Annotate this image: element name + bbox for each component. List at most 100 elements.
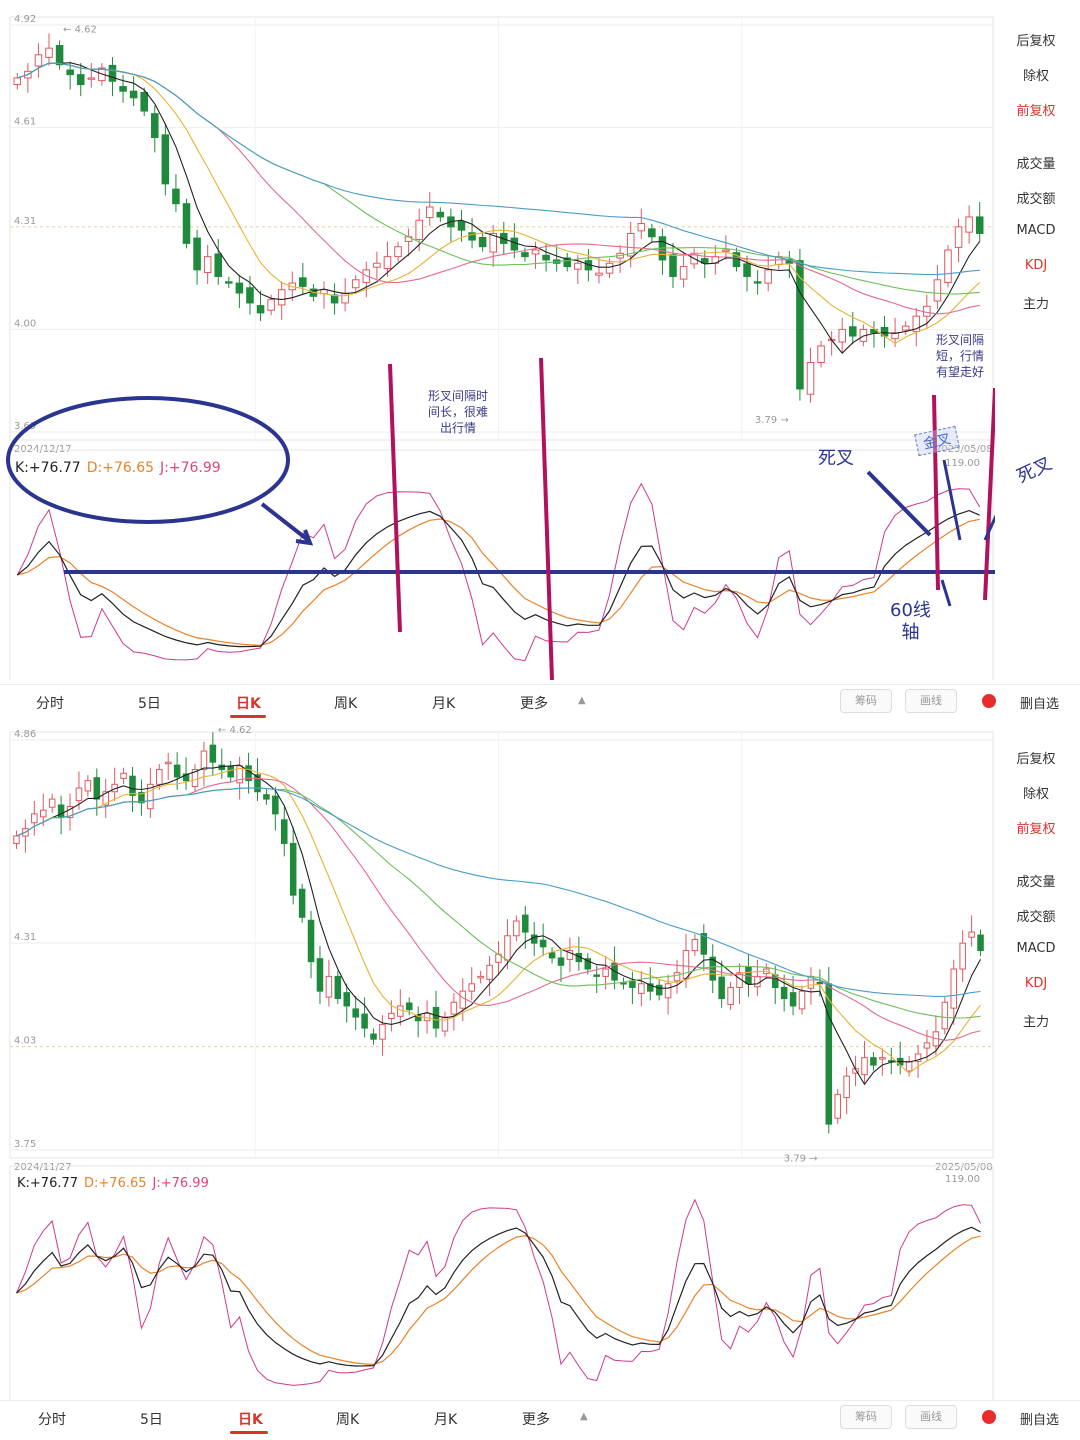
tab-more[interactable]: 更多 [520,696,548,712]
candle-body [513,920,520,937]
bottom-price-chart[interactable]: 4.86 4.31 4.03 3.75 ← 4.62 3.79 → 2024/11/27 20… [0,718,995,1400]
chip-button[interactable]: 筹码 [840,1405,892,1429]
sidebar-item-qfq[interactable]: 前复权 [1016,104,1056,119]
sidebar-item-turnover[interactable]: 成交额 [1016,192,1056,207]
remove-favorite-button[interactable]: 删自选 [1020,1413,1060,1428]
kdj-k-value: K:+76.77 [15,460,81,476]
candle-body [379,1023,386,1040]
candle-body [968,931,975,938]
sidebar-item-volume[interactable]: 成交量 [1016,875,1056,890]
y-tick-label: 3.75 [14,1139,36,1150]
candle-body [923,1042,931,1049]
tab-weekly[interactable]: 周K [336,1412,360,1428]
candle-body [691,938,699,952]
tab-monthly[interactable]: 月K [434,1412,458,1428]
candle-body [436,211,445,218]
top-price-chart[interactable]: 4.924.614.314.003.69← 4.623.79 →2024/12/… [0,0,995,680]
candle-body [566,950,574,960]
candle-body [648,228,656,238]
candle-body [626,232,635,257]
candle-body [557,957,565,966]
candle-body [66,805,74,819]
candle-body [605,262,614,274]
candle-body [39,809,47,818]
candle-body [664,983,672,999]
tab-5day[interactable]: 5日 [140,1412,163,1428]
tab-daily[interactable]: 日K [236,696,261,712]
sidebar-item-kdj[interactable]: KDJ [1024,258,1048,273]
tab-intraday[interactable]: 分时 [38,1412,66,1428]
candle-body [388,1012,395,1020]
candle-body [394,246,402,258]
candle-body [235,282,244,294]
top-kdj-values: K:+76.77 D:+76.65 J:+76.99 [15,460,221,476]
draw-line-button[interactable]: 画线 [905,1405,957,1429]
y-tick-label: 3.69 [14,421,36,432]
bottom-panel: 4.86 4.31 4.03 3.75 ← 4.62 3.79 → 2024/11/27 20… [0,718,1080,1440]
candle-body [510,237,519,251]
sidebar-item-macd[interactable]: MACD [1016,941,1056,956]
candle-body [673,972,681,982]
more-caret-icon[interactable]: ▲ [580,1411,588,1422]
candle-body [806,362,815,395]
candle-body [193,237,201,271]
candle-body [330,294,339,304]
sidebar-item-main-force[interactable]: 主力 [1022,297,1049,312]
candle-body [468,232,476,241]
remove-favorite-button[interactable]: 删自选 [1020,697,1060,712]
tab-more[interactable]: 更多 [522,1412,550,1428]
sidebar-item-hfq[interactable]: 后复权 [1016,752,1056,767]
candle-body [682,950,690,980]
annotation-death-cross-arrow-2 [983,514,995,541]
candle-body [923,305,931,317]
tab-intraday[interactable]: 分时 [36,696,64,712]
tab-weekly[interactable]: 周K [334,696,358,712]
draw-line-button[interactable]: 画线 [905,689,957,713]
candle-body [489,232,497,253]
kdj-max-label: 119.00 [945,458,980,469]
top-panel: 4.92 4.61 4.31 4.00 3.69 ← 4.62 3.79 → 2024/12/… [0,0,1080,718]
candle-body [817,345,825,364]
sidebar-item-volume[interactable]: 成交量 [1016,157,1056,172]
chip-button[interactable]: 筹码 [840,689,892,713]
sidebar-item-qfq[interactable]: 前复权 [1016,822,1056,837]
candle-body [798,990,806,1010]
candle-body [87,77,96,80]
tab-5day[interactable]: 5日 [138,696,161,712]
sidebar-item-kdj[interactable]: KDJ [1024,976,1048,991]
candle-body [150,113,159,139]
candle-body [530,934,538,944]
candle-body [108,64,117,82]
candle-body [341,292,349,304]
candle-body [84,780,92,792]
candle-body [912,315,921,332]
candle-body [954,226,963,248]
y-tick-label: 4.61 [14,117,36,128]
kdj-k-value: K:+76.77 [17,1176,79,1191]
candle-body [13,77,22,86]
annotation-golden-cross-arrow [942,459,962,541]
candle-body [816,981,824,985]
candle-body [432,1006,440,1029]
sidebar-item-main-force[interactable]: 主力 [1022,1015,1049,1030]
more-caret-icon[interactable]: ▲ [578,695,586,706]
candle-body [638,983,645,994]
candle-body [55,45,64,66]
candle-body [593,974,600,977]
sidebar-item-turnover[interactable]: 成交额 [1016,910,1056,925]
record-dot-icon[interactable] [982,694,996,708]
candle-body [76,74,85,86]
record-dot-icon[interactable] [982,1410,996,1424]
kdj-frame [9,1165,994,1400]
candle-body [542,254,550,261]
kdj-j-line [16,482,981,662]
sidebar-item-cq[interactable]: 除权 [1022,787,1049,802]
sidebar-item-hfq[interactable]: 后复权 [1016,34,1056,49]
sidebar-item-cq[interactable]: 除权 [1022,69,1049,84]
candle-body [477,975,484,979]
kdj-j-line [16,1198,981,1386]
annotation-cross-divider [932,394,940,591]
tab-daily[interactable]: 日K [238,1412,263,1428]
tab-monthly[interactable]: 月K [432,696,456,712]
sidebar-item-macd[interactable]: MACD [1016,223,1056,238]
